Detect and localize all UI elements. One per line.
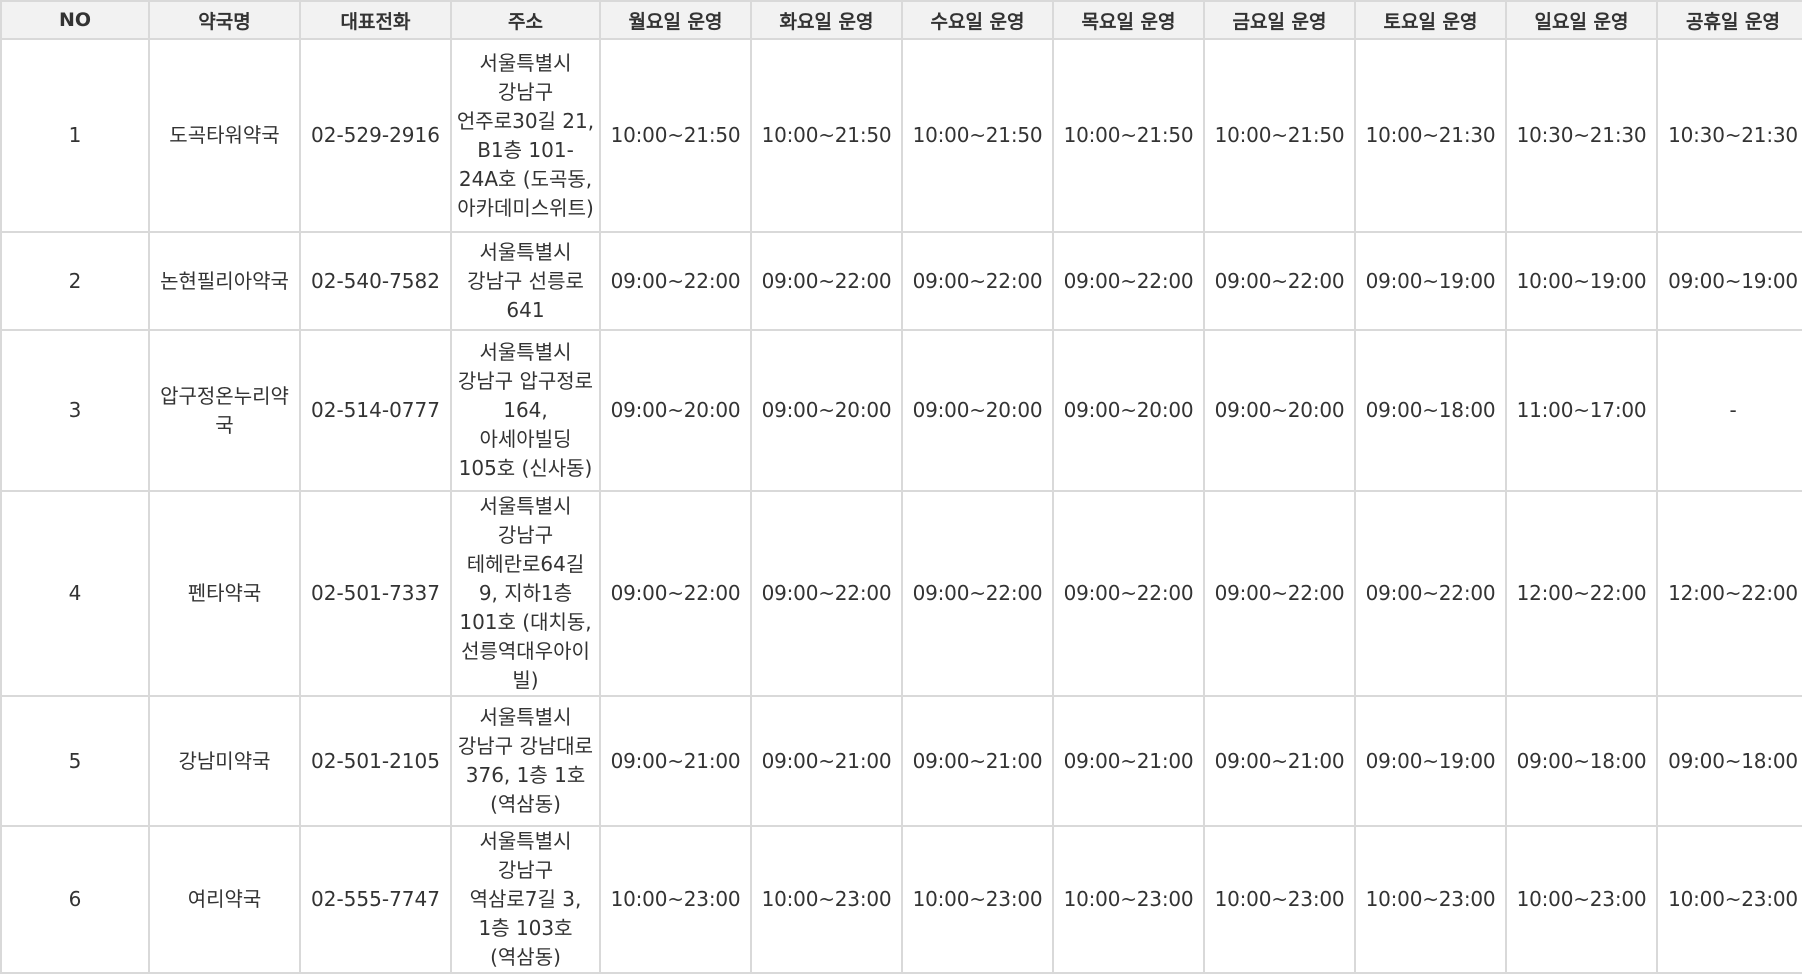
- cell-monday-hours: 10:00~23:00: [601, 827, 750, 972]
- cell-saturday-hours: 10:00~21:30: [1356, 40, 1505, 231]
- cell-holiday-hours: -: [1658, 331, 1802, 490]
- cell-monday-hours: 10:00~21:50: [601, 40, 750, 231]
- table-row: 6 여리약국 02-555-7747 서울특별시 강남구 역삼로7길 3, 1층…: [2, 827, 1802, 972]
- header-friday-hours: 금요일 운영: [1205, 2, 1354, 38]
- header-monday-hours: 월요일 운영: [601, 2, 750, 38]
- cell-address: 서울특별시 강남구 역삼로7길 3, 1층 103호 (역삼동): [452, 827, 599, 972]
- header-wednesday-hours: 수요일 운영: [903, 2, 1052, 38]
- table-row: 5 강남미약국 02-501-2105 서울특별시 강남구 강남대로 376, …: [2, 697, 1802, 825]
- table-row: 1 도곡타워약국 02-529-2916 서울특별시 강남구 언주로30길 21…: [2, 40, 1802, 231]
- cell-address: 서울특별시 강남구 선릉로 641: [452, 233, 599, 329]
- cell-tuesday-hours: 09:00~22:00: [752, 233, 901, 329]
- cell-no: 2: [2, 233, 148, 329]
- cell-saturday-hours: 10:00~23:00: [1356, 827, 1505, 972]
- cell-no: 3: [2, 331, 148, 490]
- cell-sunday-hours: 10:30~21:30: [1507, 40, 1656, 231]
- cell-friday-hours: 09:00~21:00: [1205, 697, 1354, 825]
- cell-no: 1: [2, 40, 148, 231]
- cell-holiday-hours: 09:00~18:00: [1658, 697, 1802, 825]
- cell-thursday-hours: 10:00~21:50: [1054, 40, 1203, 231]
- cell-saturday-hours: 09:00~19:00: [1356, 697, 1505, 825]
- cell-thursday-hours: 09:00~21:00: [1054, 697, 1203, 825]
- cell-phone: 02-540-7582: [301, 233, 450, 329]
- cell-sunday-hours: 10:00~23:00: [1507, 827, 1656, 972]
- cell-wednesday-hours: 10:00~21:50: [903, 40, 1052, 231]
- header-holiday-hours: 공휴일 운영: [1658, 2, 1802, 38]
- cell-pharmacy-name: 압구정온누리약국: [150, 331, 299, 490]
- cell-sunday-hours: 11:00~17:00: [1507, 331, 1656, 490]
- cell-monday-hours: 09:00~22:00: [601, 492, 750, 695]
- cell-phone: 02-555-7747: [301, 827, 450, 972]
- header-saturday-hours: 토요일 운영: [1356, 2, 1505, 38]
- cell-holiday-hours: 12:00~22:00: [1658, 492, 1802, 695]
- header-address: 주소: [452, 2, 599, 38]
- cell-thursday-hours: 09:00~20:00: [1054, 331, 1203, 490]
- cell-address: 서울특별시 강남구 압구정로 164, 아세아빌딩 105호 (신사동): [452, 331, 599, 490]
- cell-wednesday-hours: 09:00~20:00: [903, 331, 1052, 490]
- cell-pharmacy-name: 논현필리아약국: [150, 233, 299, 329]
- cell-tuesday-hours: 09:00~22:00: [752, 492, 901, 695]
- table-row: 4 펜타약국 02-501-7337 서울특별시 강남구 테헤란로64길 9, …: [2, 492, 1802, 695]
- cell-no: 5: [2, 697, 148, 825]
- cell-friday-hours: 10:00~21:50: [1205, 40, 1354, 231]
- cell-wednesday-hours: 09:00~21:00: [903, 697, 1052, 825]
- header-row: NO 약국명 대표전화 주소 월요일 운영 화요일 운영 수요일 운영 목요일 …: [2, 2, 1802, 38]
- table-row: 3 압구정온누리약국 02-514-0777 서울특별시 강남구 압구정로 16…: [2, 331, 1802, 490]
- cell-wednesday-hours: 09:00~22:00: [903, 492, 1052, 695]
- cell-address: 서울특별시 강남구 강남대로 376, 1층 1호 (역삼동): [452, 697, 599, 825]
- cell-address: 서울특별시 강남구 언주로30길 21, B1층 101-24A호 (도곡동, …: [452, 40, 599, 231]
- header-phone: 대표전화: [301, 2, 450, 38]
- cell-thursday-hours: 09:00~22:00: [1054, 233, 1203, 329]
- cell-friday-hours: 09:00~20:00: [1205, 331, 1354, 490]
- cell-wednesday-hours: 09:00~22:00: [903, 233, 1052, 329]
- cell-thursday-hours: 10:00~23:00: [1054, 827, 1203, 972]
- header-no: NO: [2, 2, 148, 38]
- cell-sunday-hours: 10:00~19:00: [1507, 233, 1656, 329]
- cell-pharmacy-name: 펜타약국: [150, 492, 299, 695]
- cell-wednesday-hours: 10:00~23:00: [903, 827, 1052, 972]
- cell-pharmacy-name: 도곡타워약국: [150, 40, 299, 231]
- cell-monday-hours: 09:00~20:00: [601, 331, 750, 490]
- cell-friday-hours: 09:00~22:00: [1205, 233, 1354, 329]
- cell-sunday-hours: 09:00~18:00: [1507, 697, 1656, 825]
- cell-no: 6: [2, 827, 148, 972]
- table-body: 1 도곡타워약국 02-529-2916 서울특별시 강남구 언주로30길 21…: [2, 40, 1802, 972]
- cell-saturday-hours: 09:00~19:00: [1356, 233, 1505, 329]
- cell-phone: 02-514-0777: [301, 331, 450, 490]
- cell-holiday-hours: 10:30~21:30: [1658, 40, 1802, 231]
- cell-phone: 02-529-2916: [301, 40, 450, 231]
- cell-monday-hours: 09:00~21:00: [601, 697, 750, 825]
- cell-tuesday-hours: 10:00~21:50: [752, 40, 901, 231]
- header-thursday-hours: 목요일 운영: [1054, 2, 1203, 38]
- cell-saturday-hours: 09:00~18:00: [1356, 331, 1505, 490]
- header-pharmacy-name: 약국명: [150, 2, 299, 38]
- cell-tuesday-hours: 09:00~21:00: [752, 697, 901, 825]
- header-tuesday-hours: 화요일 운영: [752, 2, 901, 38]
- cell-friday-hours: 09:00~22:00: [1205, 492, 1354, 695]
- cell-no: 4: [2, 492, 148, 695]
- header-sunday-hours: 일요일 운영: [1507, 2, 1656, 38]
- cell-phone: 02-501-2105: [301, 697, 450, 825]
- cell-tuesday-hours: 09:00~20:00: [752, 331, 901, 490]
- table-header: NO 약국명 대표전화 주소 월요일 운영 화요일 운영 수요일 운영 목요일 …: [2, 2, 1802, 38]
- cell-friday-hours: 10:00~23:00: [1205, 827, 1354, 972]
- cell-holiday-hours: 09:00~19:00: [1658, 233, 1802, 329]
- cell-sunday-hours: 12:00~22:00: [1507, 492, 1656, 695]
- cell-pharmacy-name: 여리약국: [150, 827, 299, 972]
- cell-tuesday-hours: 10:00~23:00: [752, 827, 901, 972]
- cell-monday-hours: 09:00~22:00: [601, 233, 750, 329]
- table-row: 2 논현필리아약국 02-540-7582 서울특별시 강남구 선릉로 641 …: [2, 233, 1802, 329]
- cell-holiday-hours: 10:00~23:00: [1658, 827, 1802, 972]
- cell-saturday-hours: 09:00~22:00: [1356, 492, 1505, 695]
- cell-phone: 02-501-7337: [301, 492, 450, 695]
- cell-thursday-hours: 09:00~22:00: [1054, 492, 1203, 695]
- cell-pharmacy-name: 강남미약국: [150, 697, 299, 825]
- cell-address: 서울특별시 강남구 테헤란로64길 9, 지하1층 101호 (대치동, 선릉역…: [452, 492, 599, 695]
